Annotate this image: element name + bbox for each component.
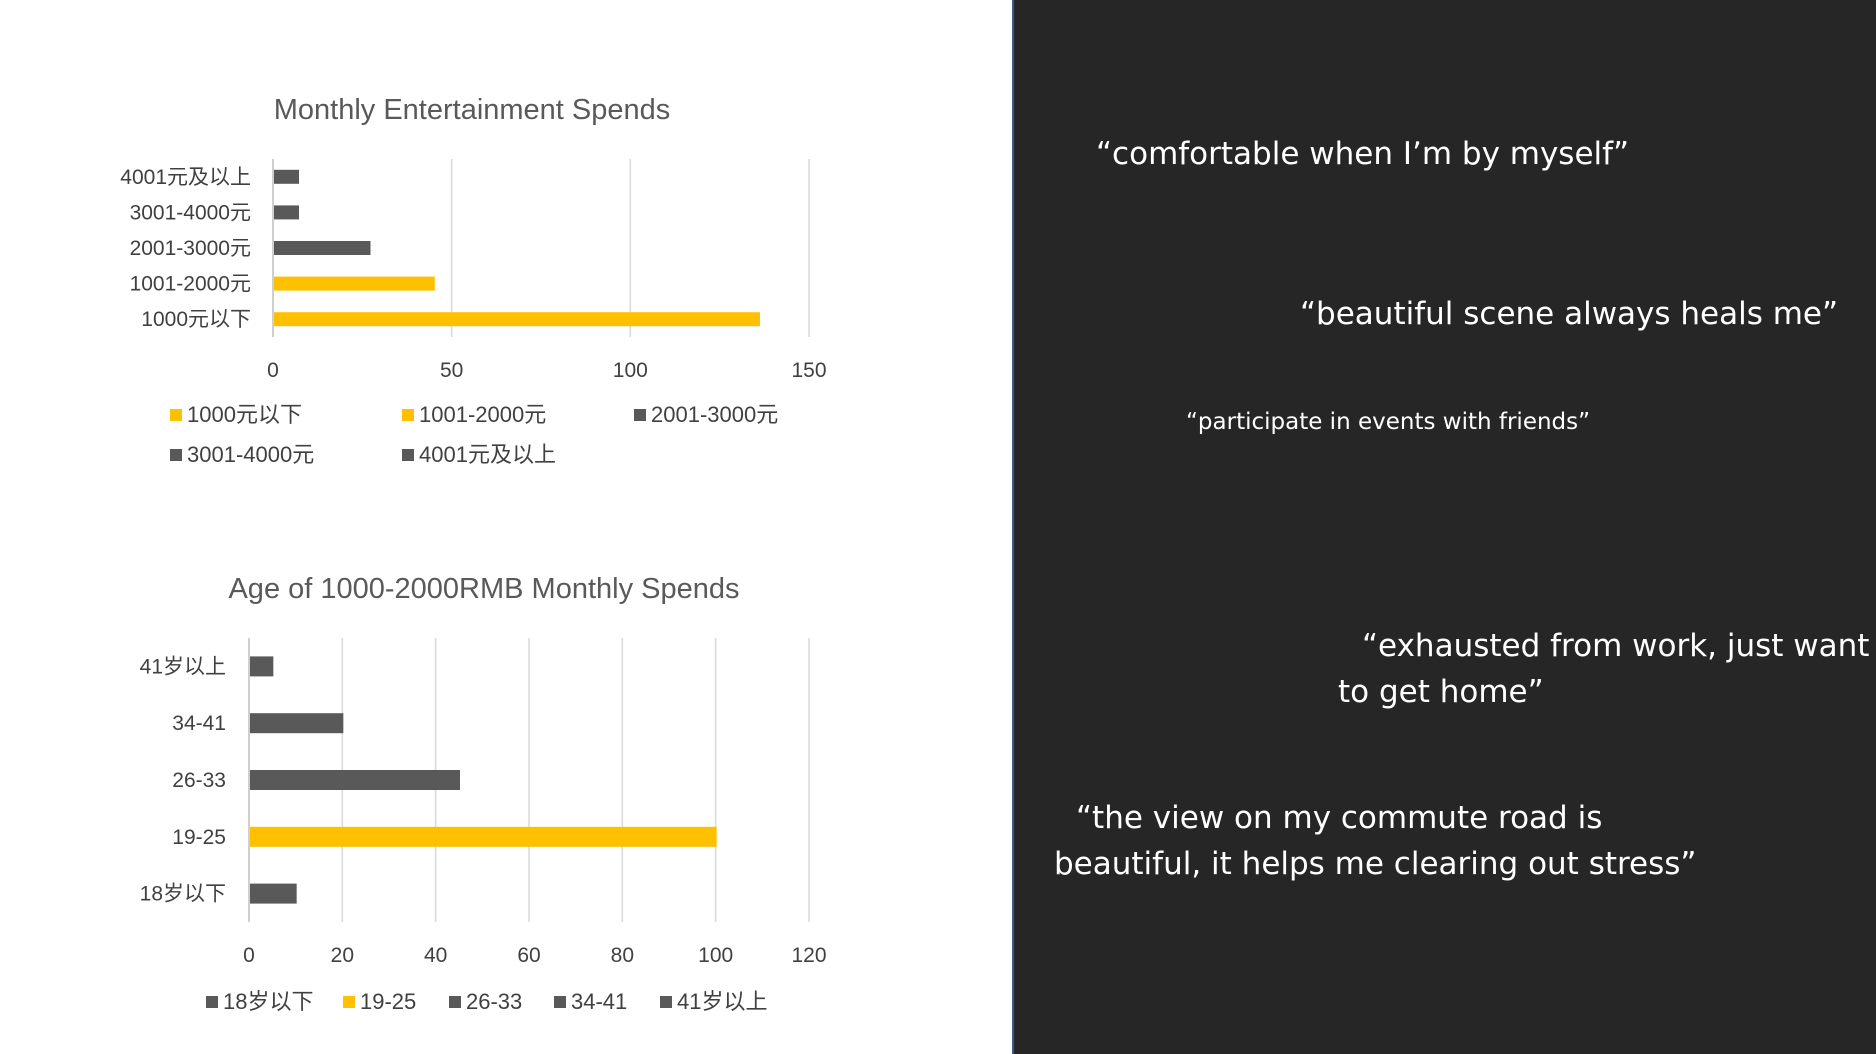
legend-label: 1001-2000元 [419,402,546,427]
x-tick-label: 0 [267,359,279,382]
category-label: 4001元及以上 [120,166,251,189]
legend-swatch [660,996,672,1008]
bar [250,713,344,734]
monthly-spends-chart: Monthly Entertainment Spends 0 50 100 150 400… [120,94,826,467]
x-tick-label: 60 [517,944,540,967]
category-label: 1001-2000元 [130,273,251,296]
quote-exhausted-line-2: to get home” [1338,674,1544,710]
legend-label: 41岁以上 [677,989,767,1014]
legend-label: 18岁以下 [223,989,313,1014]
chart-title: Age of 1000-2000RMB Monthly Spends [228,573,739,605]
bar [250,883,297,904]
charts-panel: Monthly Entertainment Spends 0 50 100 150 400… [120,94,827,1014]
legend-swatch [206,996,218,1008]
category-label: 41岁以上 [140,655,226,678]
x-tick-label: 50 [440,359,463,382]
quote-participate: “participate in events with friends” [1186,409,1591,435]
x-tick-label: 80 [611,944,634,967]
bar [274,205,300,220]
x-tick-label: 100 [698,944,733,967]
legend-swatch [343,996,355,1008]
category-label: 1000元以下 [141,308,251,331]
category-label: 34-41 [172,712,226,735]
quote-commute-line-1: “the view on my commute road is [1076,800,1603,836]
chart-title: Monthly Entertainment Spends [274,94,671,126]
age-spends-chart: Age of 1000-2000RMB Monthly Spends 0 20 40 6… [140,573,827,1014]
bar [274,169,300,184]
category-label: 2001-3000元 [130,237,251,260]
category-label: 3001-4000元 [130,201,251,224]
x-tick-label: 20 [331,944,354,967]
bar [274,276,435,291]
category-label: 26-33 [172,769,226,792]
quotes-panel: “comfortable when I’m by myself” “beauti… [1012,0,1876,1054]
bar [250,770,460,790]
bar [274,312,760,327]
category-label: 18岁以下 [140,883,226,906]
category-label: 19-25 [172,826,226,849]
legend-label: 3001-4000元 [187,442,314,467]
x-tick-label: 120 [791,944,826,967]
bar [274,241,371,255]
legend-label: 26-33 [466,989,522,1014]
legend-swatch [170,409,182,421]
legend-label: 4001元及以上 [419,442,556,467]
legend-swatch [402,449,414,461]
legend-swatch [170,449,182,461]
bar [250,826,717,847]
legend-label: 2001-3000元 [651,402,778,427]
legend-swatch [554,996,566,1008]
legend-swatch [402,409,414,421]
legend-label: 19-25 [360,989,416,1014]
x-tick-label: 100 [613,359,648,382]
quote-commute-line-2: beautiful, it helps me clearing out stre… [1054,846,1697,882]
bar [250,656,274,677]
x-tick-label: 0 [243,944,255,967]
legend-swatch [634,409,646,421]
legend-swatch [449,996,461,1008]
x-tick-label: 150 [791,359,826,382]
legend-label: 34-41 [571,989,627,1014]
quote-comfortable: “comfortable when I’m by myself” [1096,136,1630,172]
legend-label: 1000元以下 [187,402,302,427]
quote-beautiful-scene: “beautiful scene always heals me” [1300,296,1839,332]
x-tick-label: 40 [424,944,447,967]
quote-exhausted-line-1: “exhausted from work, just want [1362,628,1870,664]
